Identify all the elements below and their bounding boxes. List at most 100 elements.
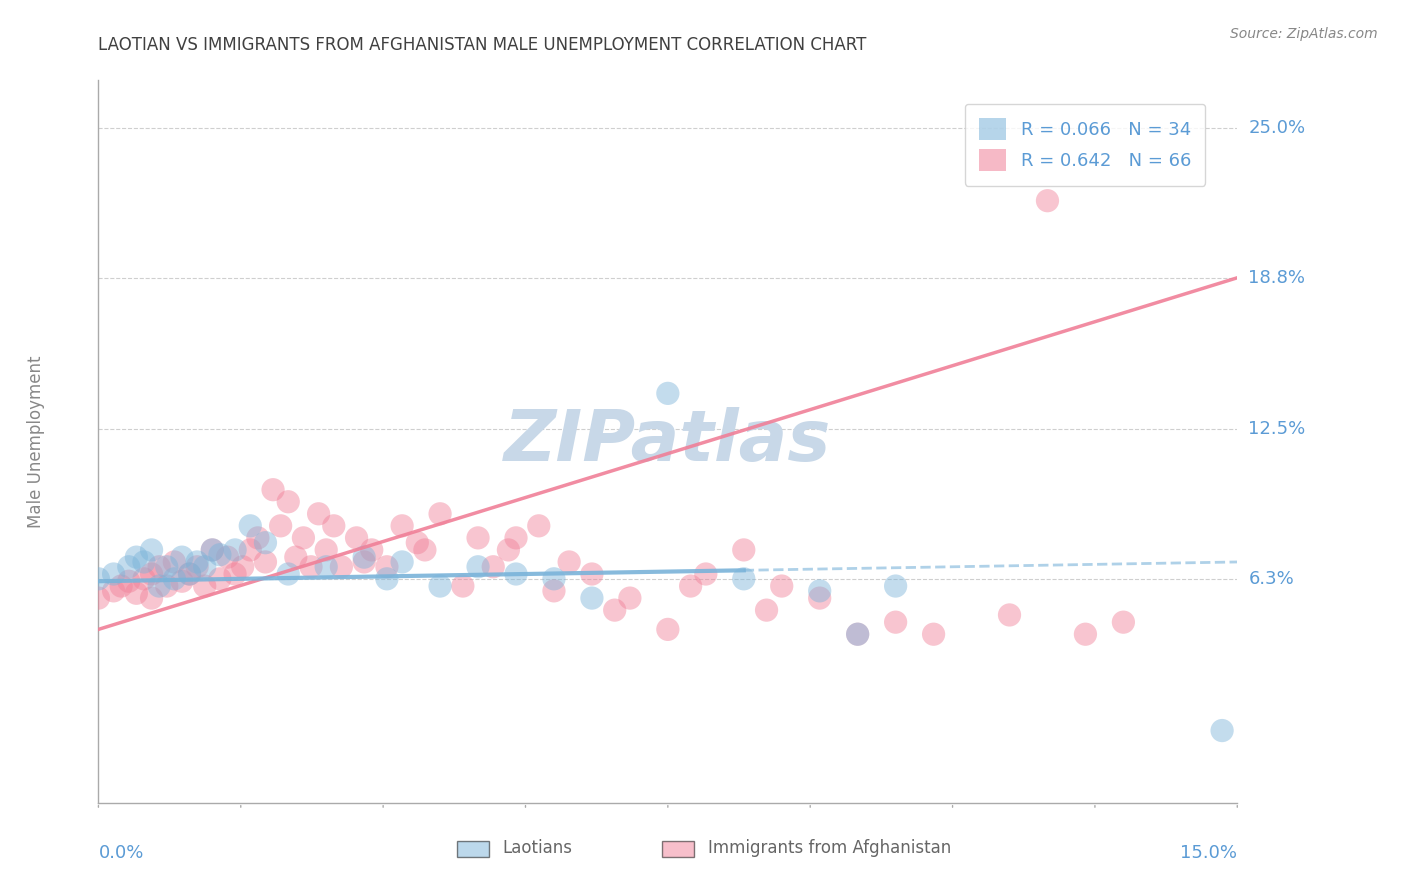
Point — [527, 518, 550, 533]
Point — [163, 572, 186, 586]
Point — [277, 567, 299, 582]
Point — [156, 579, 179, 593]
Point — [194, 559, 217, 574]
Text: Source: ZipAtlas.com: Source: ZipAtlas.com — [1230, 27, 1378, 41]
Point — [755, 603, 778, 617]
Point — [558, 555, 581, 569]
Point — [201, 542, 224, 557]
Point — [733, 572, 755, 586]
Point — [429, 579, 451, 593]
Point — [406, 535, 429, 549]
Point — [141, 542, 163, 557]
Point — [543, 583, 565, 598]
Point — [467, 559, 489, 574]
Point — [998, 607, 1021, 622]
Point — [224, 542, 246, 557]
Point — [201, 542, 224, 557]
Point — [125, 550, 148, 565]
Point — [254, 535, 277, 549]
Point — [922, 627, 945, 641]
Text: 15.0%: 15.0% — [1180, 845, 1237, 863]
Point — [118, 559, 141, 574]
Point — [375, 572, 398, 586]
Point — [808, 583, 831, 598]
Point — [482, 559, 505, 574]
Text: 6.3%: 6.3% — [1249, 570, 1294, 588]
Point — [254, 555, 277, 569]
Point — [232, 559, 254, 574]
Point — [148, 579, 170, 593]
Point — [467, 531, 489, 545]
Point — [163, 555, 186, 569]
Point — [846, 627, 869, 641]
Point — [391, 555, 413, 569]
Point — [1211, 723, 1233, 738]
Text: LAOTIAN VS IMMIGRANTS FROM AFGHANISTAN MALE UNEMPLOYMENT CORRELATION CHART: LAOTIAN VS IMMIGRANTS FROM AFGHANISTAN M… — [98, 36, 866, 54]
Point — [315, 559, 337, 574]
Point — [292, 531, 315, 545]
Point — [141, 591, 163, 606]
Point — [194, 579, 217, 593]
Point — [170, 550, 193, 565]
Point — [103, 567, 125, 582]
Point — [246, 531, 269, 545]
Point — [360, 542, 382, 557]
FancyBboxPatch shape — [457, 841, 489, 857]
Point — [284, 550, 307, 565]
Point — [217, 550, 239, 565]
Point — [315, 542, 337, 557]
Text: 12.5%: 12.5% — [1249, 420, 1306, 439]
Point — [87, 591, 110, 606]
Point — [391, 518, 413, 533]
Point — [657, 386, 679, 401]
Point — [884, 579, 907, 593]
Point — [505, 531, 527, 545]
Point — [543, 572, 565, 586]
Point — [179, 567, 201, 582]
Text: 0.0%: 0.0% — [98, 845, 143, 863]
Point — [581, 567, 603, 582]
Point — [657, 623, 679, 637]
Point — [375, 559, 398, 574]
Point — [846, 627, 869, 641]
Legend: R = 0.066   N = 34, R = 0.642   N = 66: R = 0.066 N = 34, R = 0.642 N = 66 — [965, 103, 1205, 186]
Point — [679, 579, 702, 593]
Point — [299, 559, 322, 574]
Point — [132, 572, 155, 586]
Point — [186, 555, 208, 569]
Point — [884, 615, 907, 630]
Text: Male Unemployment: Male Unemployment — [27, 355, 45, 528]
Point — [498, 542, 520, 557]
Point — [695, 567, 717, 582]
Point — [239, 542, 262, 557]
Point — [179, 567, 201, 582]
Point — [239, 518, 262, 533]
Point — [87, 572, 110, 586]
Point — [330, 559, 353, 574]
Point — [770, 579, 793, 593]
Point — [451, 579, 474, 593]
Point — [270, 518, 292, 533]
Point — [208, 572, 231, 586]
Point — [170, 574, 193, 589]
Point — [353, 555, 375, 569]
Point — [141, 567, 163, 582]
Text: 25.0%: 25.0% — [1249, 120, 1306, 137]
Point — [186, 559, 208, 574]
Text: Laotians: Laotians — [503, 839, 572, 857]
Point — [808, 591, 831, 606]
Point — [619, 591, 641, 606]
FancyBboxPatch shape — [662, 841, 695, 857]
Point — [346, 531, 368, 545]
Point — [1112, 615, 1135, 630]
Text: Immigrants from Afghanistan: Immigrants from Afghanistan — [707, 839, 950, 857]
Text: ZIPatlas: ZIPatlas — [505, 407, 831, 476]
Point — [118, 574, 141, 589]
Point — [110, 579, 132, 593]
Point — [603, 603, 626, 617]
Point — [308, 507, 330, 521]
Point — [1074, 627, 1097, 641]
Point — [224, 567, 246, 582]
Point — [322, 518, 344, 533]
Point — [208, 548, 231, 562]
